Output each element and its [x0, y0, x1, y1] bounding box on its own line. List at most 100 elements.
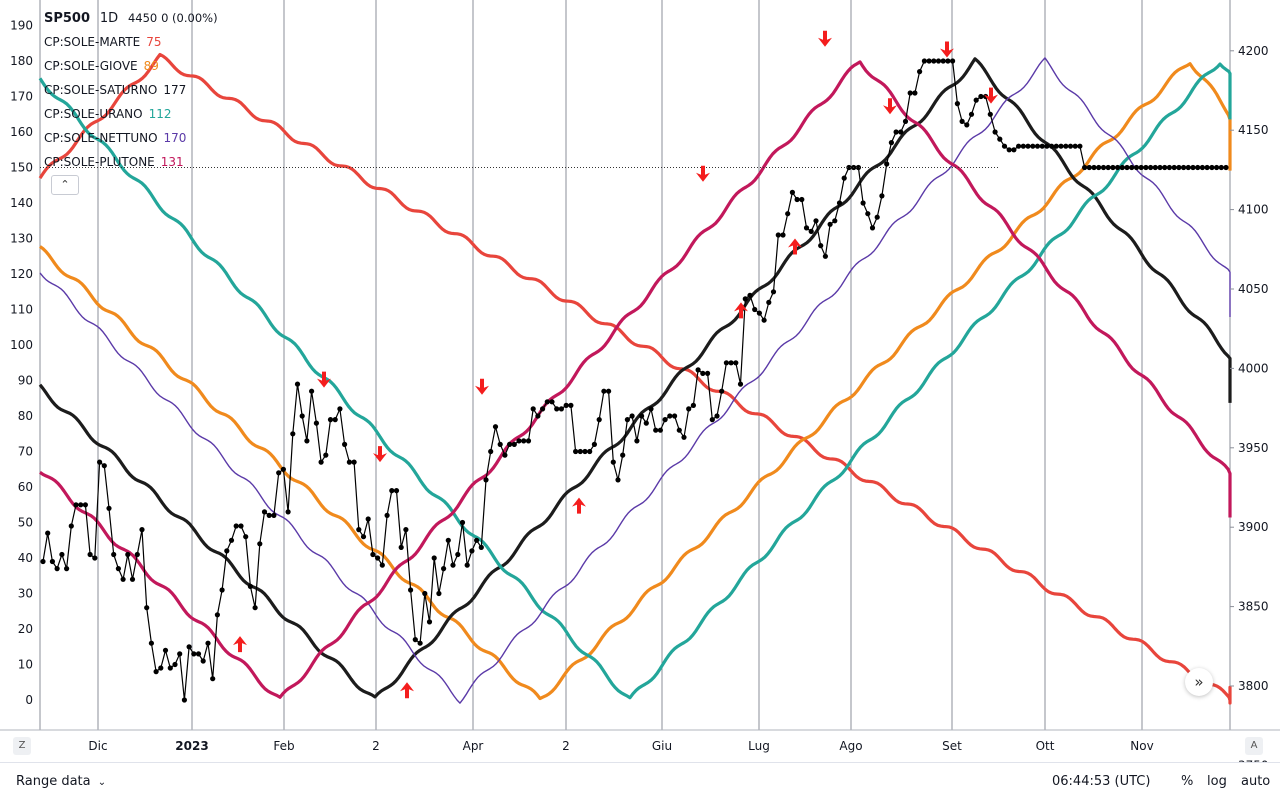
left-tick-label: 160: [10, 125, 33, 139]
price-point: [709, 417, 715, 423]
price-point: [92, 555, 98, 561]
legend-item[interactable]: CP:SOLE-NETTUNO 170: [44, 126, 218, 150]
price-point: [530, 406, 536, 412]
price-point: [125, 551, 131, 558]
price-point: [417, 640, 423, 646]
price-point: [690, 402, 697, 408]
price-point: [441, 566, 447, 572]
price-point: [723, 360, 730, 366]
price-point: [285, 509, 291, 515]
price-point: [855, 164, 862, 171]
price-point: [474, 537, 480, 543]
left-tick-label: 170: [10, 90, 33, 104]
price-point: [205, 640, 211, 646]
price-point: [601, 388, 607, 394]
price-point: [884, 161, 890, 167]
price-point: [1025, 143, 1031, 149]
price-point: [780, 232, 786, 238]
price-point: [1020, 143, 1026, 149]
corner-right-button[interactable]: A: [1245, 737, 1263, 755]
left-tick-label: 60: [18, 480, 33, 494]
price-point: [921, 58, 928, 64]
price-line: [42, 60, 1226, 701]
range-data-button[interactable]: Range data ⌄: [16, 774, 106, 789]
price-point: [219, 587, 225, 593]
price-point: [1096, 164, 1102, 171]
x-tick-label: 2: [372, 739, 380, 753]
price-point: [332, 417, 338, 423]
arrow-down-icon: [696, 165, 710, 182]
chart-area[interactable]: Dic 2023 Feb 2 Apr 2 Giu Lug Ago Set Ott Nov 0 10 20 30…: [0, 0, 1280, 762]
price-point: [469, 548, 475, 554]
price-point: [742, 296, 748, 302]
legend-item[interactable]: CP:SOLE-SATURNO 177: [44, 78, 218, 102]
price-point: [73, 502, 79, 508]
price-point: [1067, 143, 1074, 149]
price-point: [356, 527, 362, 533]
time-readout[interactable]: 06:44:53 (UTC): [1052, 774, 1151, 789]
price-point: [1166, 164, 1172, 171]
arrow-up-icon: [572, 497, 586, 514]
price-point: [389, 488, 395, 494]
legend-item-value: 89: [143, 59, 159, 73]
scroll-to-realtime-button[interactable]: »: [1185, 668, 1213, 696]
bottom-toolbar: Range data ⌄ 06:44:53 (UTC) % log auto: [0, 762, 1280, 801]
price-point: [129, 576, 136, 582]
arrow-down-icon: [818, 30, 832, 47]
range-data-label: Range data: [16, 774, 91, 789]
price-point: [950, 58, 956, 64]
price-point: [1199, 164, 1205, 171]
price-point: [1082, 164, 1088, 171]
legend-interval[interactable]: 1D: [99, 11, 119, 26]
price-point: [1214, 164, 1220, 171]
price-point: [483, 477, 489, 483]
price-point: [686, 406, 692, 412]
price-point: [573, 448, 579, 455]
price-point: [375, 555, 381, 561]
left-tick-label: 150: [10, 161, 33, 175]
collapse-legend-button[interactable]: ⌃: [51, 175, 79, 195]
legend-last-value: 4450: [127, 11, 158, 25]
price-point: [412, 637, 418, 643]
corner-left-button[interactable]: Z: [13, 737, 31, 755]
price-point: [822, 253, 829, 259]
price-point: [968, 111, 975, 117]
price-point: [40, 558, 46, 565]
arrow-down-icon: [883, 98, 897, 115]
arrow-up-icon: [400, 682, 414, 699]
price-point: [714, 413, 720, 419]
right-tick-label: 3950: [1238, 441, 1269, 455]
price-point: [832, 218, 838, 224]
price-point: [846, 164, 852, 171]
price-point: [860, 200, 866, 206]
price-point: [1105, 164, 1111, 171]
price-point: [304, 438, 310, 444]
price-point: [191, 651, 197, 657]
legend-symbol[interactable]: SP500: [44, 11, 91, 26]
price-point: [1223, 164, 1229, 171]
legend-item[interactable]: CP:SOLE-MARTE 75: [44, 30, 218, 54]
log-toggle[interactable]: log: [1207, 774, 1227, 789]
price-point: [139, 527, 145, 533]
price-point: [64, 566, 70, 572]
price-point: [148, 640, 154, 646]
auto-toggle[interactable]: auto: [1241, 774, 1271, 789]
legend-item[interactable]: CP:SOLE-GIOVE 89: [44, 54, 218, 78]
percent-toggle[interactable]: %: [1181, 774, 1194, 789]
price-point: [1124, 164, 1130, 171]
price-point: [997, 136, 1003, 142]
legend-item[interactable]: CP:SOLE-PLUTONE 131: [44, 150, 218, 174]
left-tick-label: 130: [10, 232, 33, 246]
price-point: [1162, 164, 1168, 171]
price-point: [87, 551, 93, 558]
price-point: [379, 562, 385, 568]
legend-item[interactable]: CP:SOLE-URANO 112: [44, 102, 218, 126]
legend-item-value: 177: [163, 83, 187, 97]
legend-header[interactable]: SP500 1D 4450 0 (0.00%): [44, 6, 218, 30]
price-point: [511, 441, 517, 447]
price-point: [384, 512, 390, 519]
price-point: [450, 562, 456, 568]
right-tick-label: 3800: [1238, 679, 1269, 693]
price-point: [940, 58, 946, 64]
price-point: [808, 228, 814, 234]
